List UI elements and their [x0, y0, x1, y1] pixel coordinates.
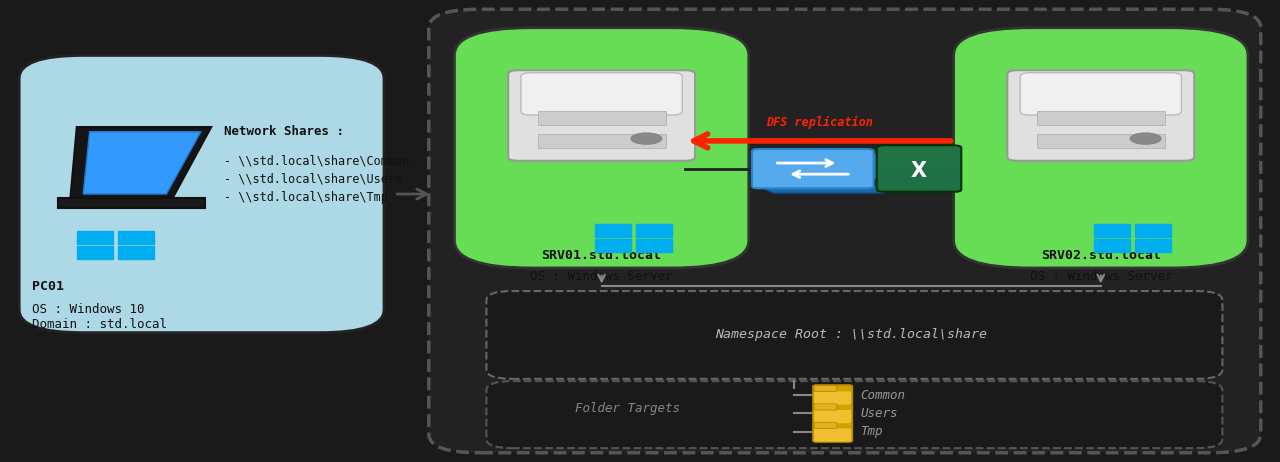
FancyBboxPatch shape: [429, 9, 1261, 453]
Circle shape: [631, 133, 662, 144]
FancyBboxPatch shape: [814, 385, 837, 392]
Bar: [595, 224, 631, 237]
FancyBboxPatch shape: [814, 428, 851, 442]
FancyBboxPatch shape: [486, 381, 1222, 448]
Bar: [1094, 224, 1130, 237]
Text: DFS replication: DFS replication: [765, 116, 873, 129]
Bar: [1094, 239, 1130, 252]
Bar: [538, 134, 666, 148]
Text: SRV01.std.local: SRV01.std.local: [541, 249, 662, 262]
Bar: [636, 239, 672, 252]
Polygon shape: [70, 127, 211, 198]
FancyBboxPatch shape: [814, 404, 837, 410]
Text: Folder Targets: Folder Targets: [575, 402, 680, 415]
Bar: [77, 246, 113, 259]
Polygon shape: [868, 152, 900, 186]
Text: X: X: [911, 161, 927, 181]
FancyBboxPatch shape: [1007, 70, 1194, 161]
Bar: [77, 231, 113, 244]
Bar: [636, 224, 672, 237]
FancyBboxPatch shape: [877, 146, 961, 192]
Text: SRV02.std.local: SRV02.std.local: [1041, 249, 1161, 262]
FancyBboxPatch shape: [753, 149, 874, 188]
Bar: [1135, 224, 1171, 237]
FancyBboxPatch shape: [879, 146, 959, 168]
FancyBboxPatch shape: [813, 422, 852, 442]
Polygon shape: [759, 186, 900, 193]
FancyBboxPatch shape: [454, 28, 749, 268]
Text: OS : Windows Server: OS : Windows Server: [1029, 270, 1172, 283]
Text: Network Shares :: Network Shares :: [224, 125, 344, 138]
FancyBboxPatch shape: [814, 410, 851, 423]
FancyBboxPatch shape: [58, 198, 205, 208]
FancyBboxPatch shape: [954, 28, 1248, 268]
Text: Tmp: Tmp: [860, 426, 883, 438]
FancyBboxPatch shape: [814, 422, 837, 429]
FancyBboxPatch shape: [508, 70, 695, 161]
Polygon shape: [83, 132, 201, 194]
Text: Common: Common: [860, 389, 905, 401]
Text: Namespace Root : \\std.local\share: Namespace Root : \\std.local\share: [716, 328, 987, 341]
Text: - \\std.local\share\Common
- \\std.local\share\Users
- \\std.local\share\Tmp: - \\std.local\share\Common - \\std.local…: [224, 155, 410, 204]
FancyBboxPatch shape: [814, 391, 851, 405]
Bar: [1037, 111, 1165, 125]
Circle shape: [1130, 133, 1161, 144]
Text: Users: Users: [860, 407, 897, 420]
Text: OS : Windows Server: OS : Windows Server: [530, 270, 673, 283]
FancyBboxPatch shape: [486, 291, 1222, 379]
FancyBboxPatch shape: [813, 403, 852, 424]
Bar: [118, 231, 154, 244]
Bar: [118, 246, 154, 259]
Bar: [1037, 134, 1165, 148]
FancyBboxPatch shape: [19, 55, 384, 333]
FancyBboxPatch shape: [813, 385, 852, 405]
Text: OS : Windows 10
Domain : std.local: OS : Windows 10 Domain : std.local: [32, 303, 166, 331]
FancyBboxPatch shape: [521, 73, 682, 115]
Bar: [1135, 239, 1171, 252]
FancyBboxPatch shape: [1020, 73, 1181, 115]
Text: PC01: PC01: [32, 280, 64, 292]
Bar: [595, 239, 631, 252]
Bar: [538, 111, 666, 125]
